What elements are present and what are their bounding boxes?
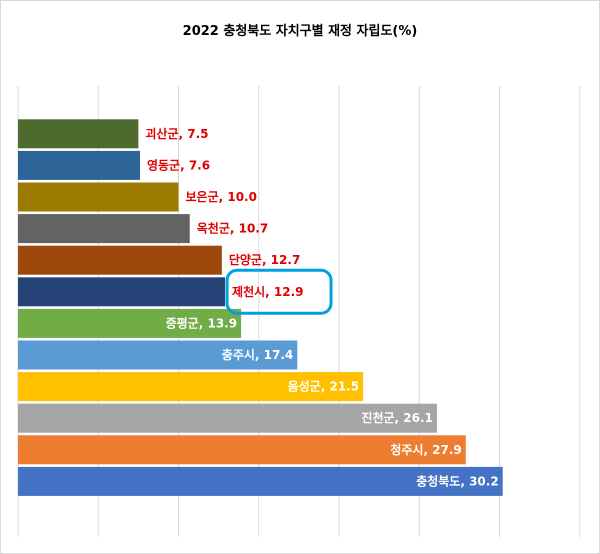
data-label-제천시: 제천시, 12.9 [232, 284, 303, 299]
bar-증평군 [18, 308, 242, 338]
bar-괴산군 [18, 119, 139, 149]
bar-옥천군 [18, 214, 190, 244]
chart-title: 2022 충청북도 자치구별 재정 자립도(%) [182, 24, 418, 39]
data-label-충청북도: 충청북도, 30.2 [416, 473, 499, 488]
bar-제천시 [18, 277, 226, 307]
bar-음성군 [18, 372, 364, 402]
data-label-진천군: 진천군, 26.1 [361, 410, 432, 425]
data-labels: 괴산군, 7.5 영동군, 7.6 보은군, 10.0 옥천군, 10.7 단양군, 1… [145, 126, 498, 489]
data-label-음성군: 음성군, 21.5 [288, 379, 359, 394]
bar-충주시 [18, 340, 298, 370]
bar-진천군 [18, 403, 437, 433]
highlight-annotation [225, 268, 333, 315]
highlight-box [225, 268, 333, 315]
data-label-충주시: 충주시, 17.4 [222, 347, 293, 362]
data-label-보은군: 보은군, 10.0 [186, 190, 257, 204]
bar-영동군 [18, 150, 140, 180]
bars [18, 119, 503, 496]
bar-보은군 [18, 182, 179, 212]
bar-충청북도 [18, 466, 503, 496]
data-label-괴산군: 괴산군, 7.5 [145, 126, 208, 141]
data-label-단양군: 단양군, 12.7 [229, 252, 300, 267]
bar-단양군 [18, 245, 222, 275]
data-label-옥천군: 옥천군, 10.7 [197, 221, 268, 236]
data-label-청주시: 청주시, 27.9 [390, 442, 461, 457]
data-label-영동군: 영동군, 7.6 [147, 157, 210, 172]
bar-청주시 [18, 435, 466, 465]
data-label-증평군: 증평군, 13.9 [166, 316, 237, 330]
